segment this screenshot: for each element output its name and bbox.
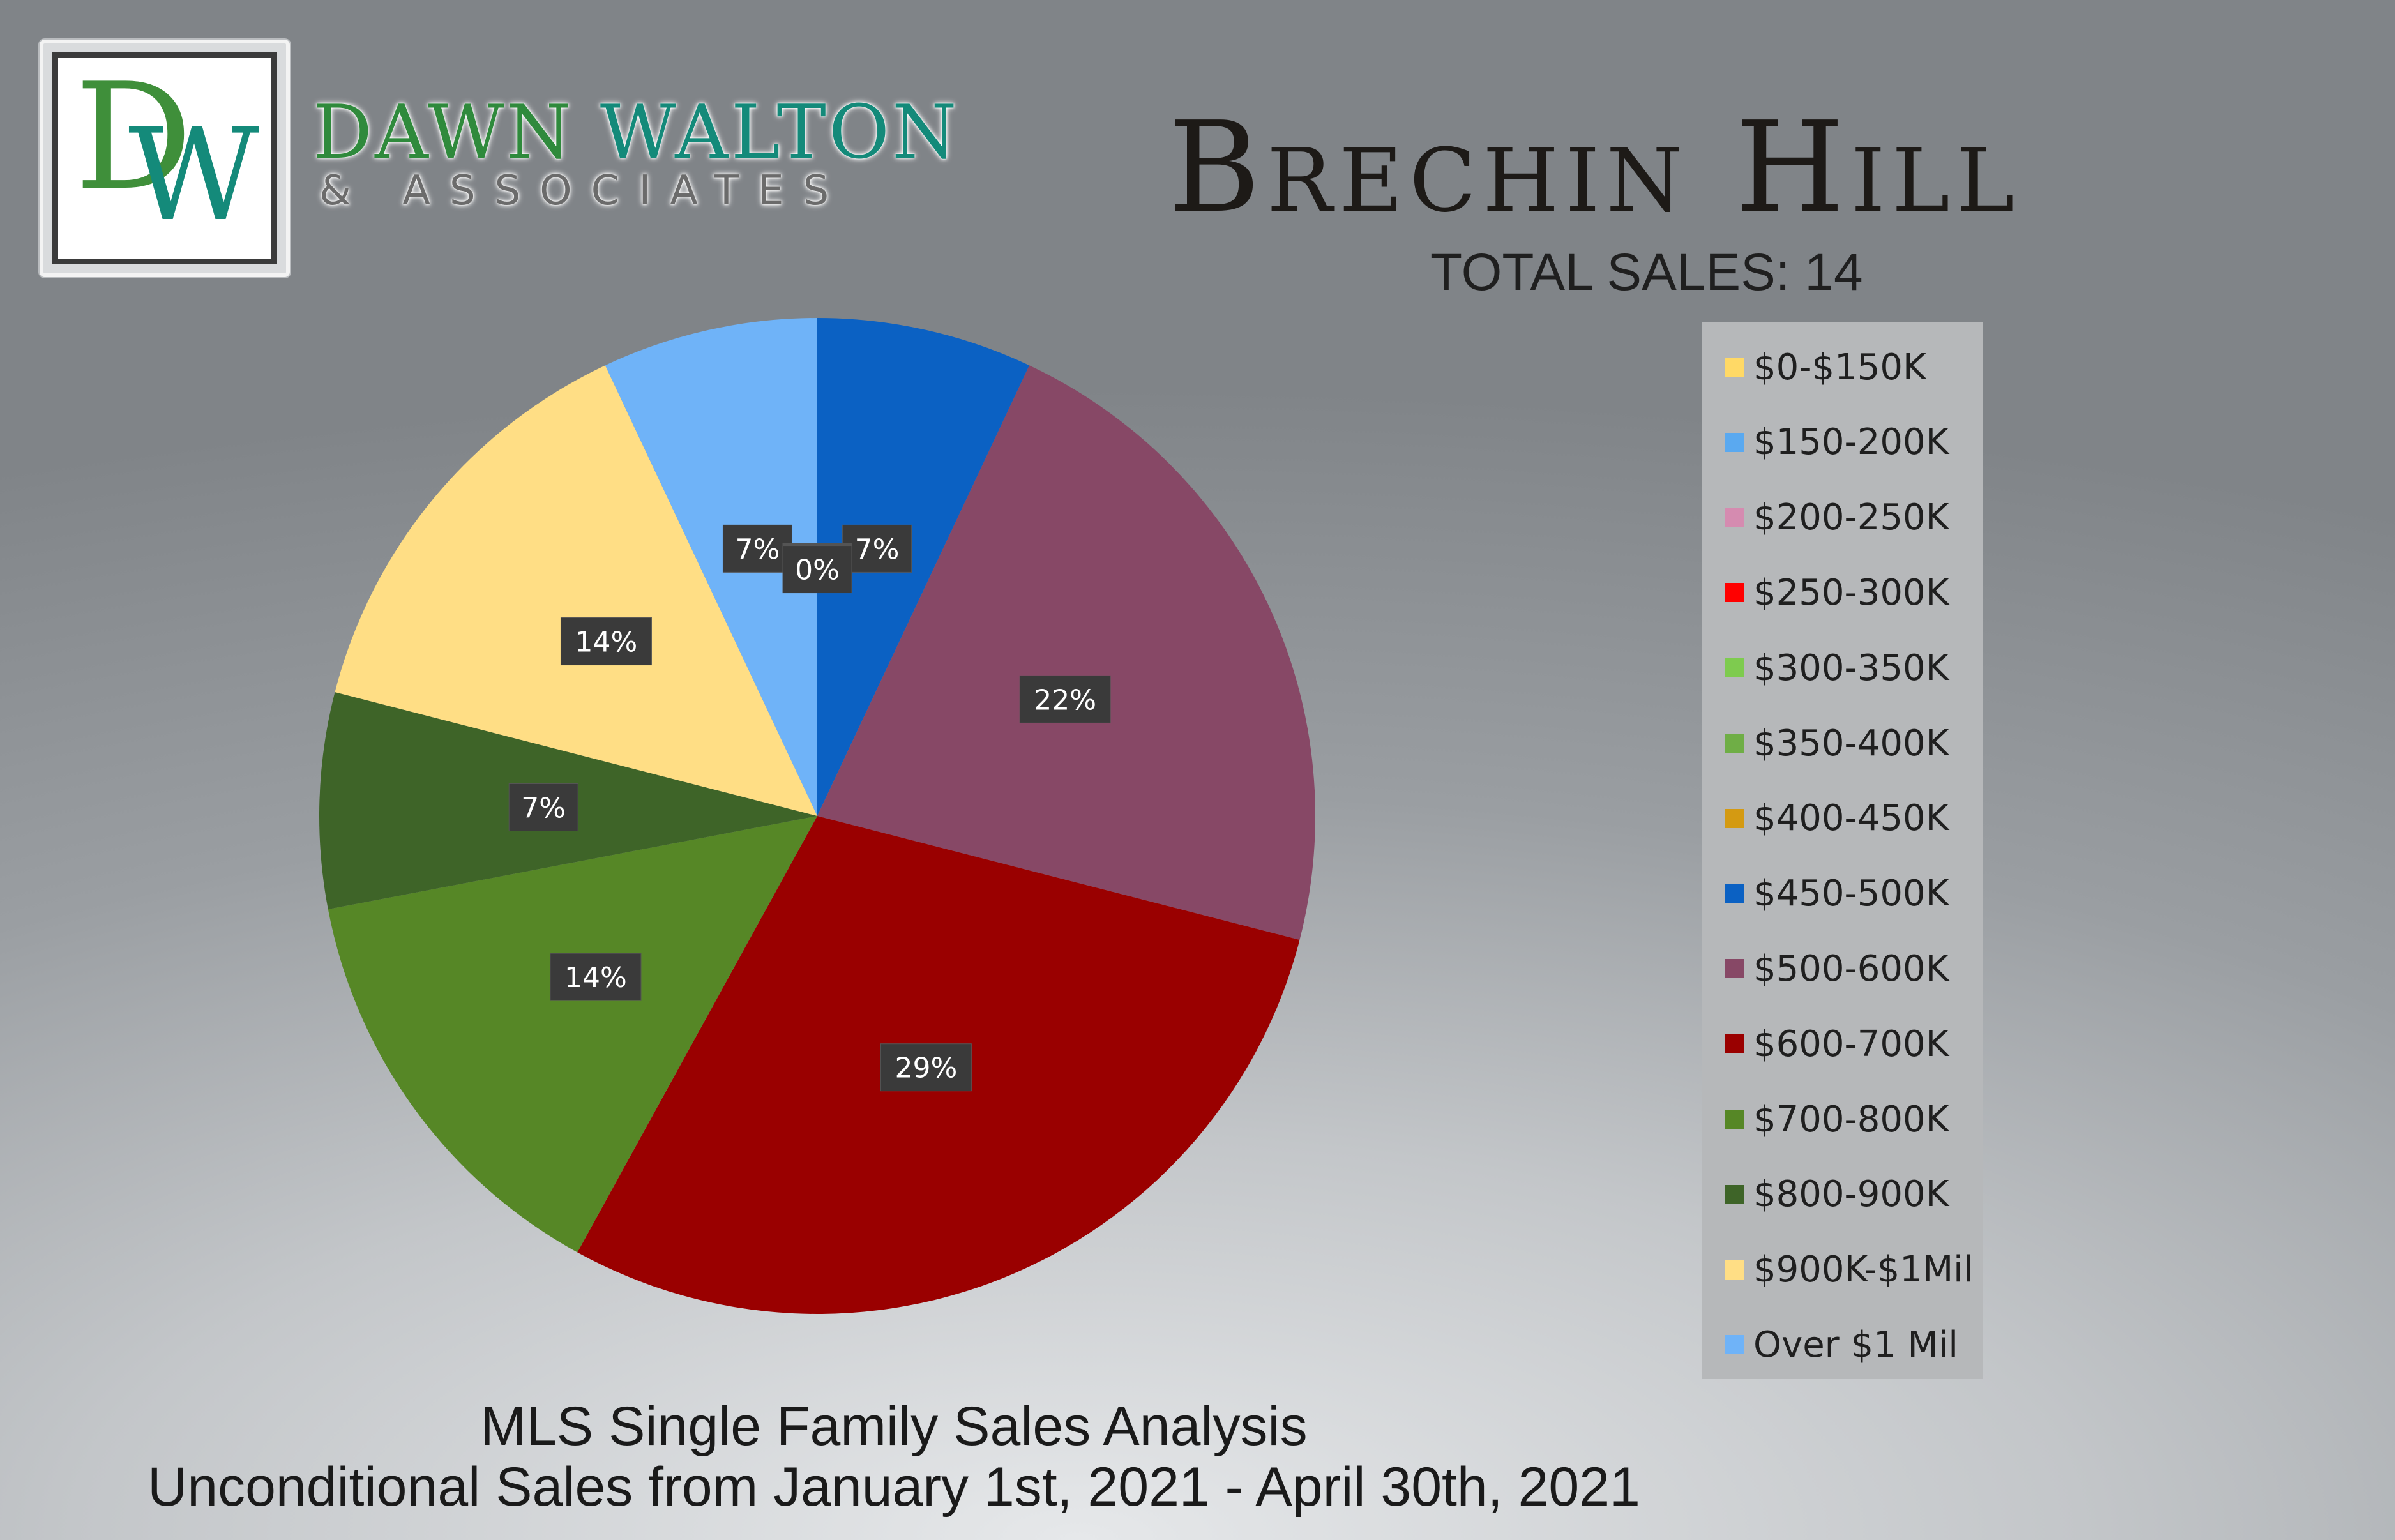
legend-label: $800-900K <box>1753 1174 1949 1216</box>
legend-swatch <box>1725 508 1744 527</box>
total-sales: TOTAL SALES: 14 <box>1430 243 1863 301</box>
legend-item-10: $600-700K <box>1725 1018 1949 1069</box>
pie-slices <box>319 318 1315 1314</box>
legend-swatch <box>1725 358 1744 377</box>
legend-label: $150-200K <box>1753 421 1949 464</box>
legend-swatch <box>1725 1335 1744 1355</box>
legend-label: $300-350K <box>1753 647 1949 689</box>
pie-data-label-box <box>842 524 912 573</box>
pie-data-label-12: 7% <box>508 783 578 832</box>
brand-name: DAWN WALTON <box>313 89 959 176</box>
legend-label: $400-450K <box>1753 797 1949 840</box>
legend-label: $350-400K <box>1753 722 1949 764</box>
legend-swatch <box>1725 432 1744 452</box>
legend-item-14: Over $1 Mil <box>1725 1319 1958 1370</box>
legend-label: $700-800K <box>1753 1098 1949 1140</box>
pie-data-label-14: 7% <box>722 524 792 573</box>
pie-slice-13 <box>335 365 817 816</box>
legend-swatch <box>1725 1034 1744 1054</box>
legend-swatch <box>1725 1110 1744 1129</box>
legend-label: $450-500K <box>1753 873 1949 915</box>
legend-item-9: $500-600K <box>1725 943 1949 994</box>
pie-data-label-box <box>550 953 642 1001</box>
pie-data-label-text: 0% <box>795 554 840 587</box>
pie-slice-14 <box>605 318 817 816</box>
legend-swatch <box>1725 734 1744 753</box>
pie-data-label-text: 7% <box>855 533 900 566</box>
pie-data-label-text: 7% <box>521 792 566 825</box>
pie-data-label-text: 7% <box>736 533 780 566</box>
chart-legend: $0-$150K $150-200K $200-250K $250-300K $300-… <box>1702 322 1983 1379</box>
pie-slice-8 <box>817 318 1030 816</box>
legend-item-8: $450-500K <box>1725 868 1949 919</box>
legend-swatch <box>1725 884 1744 903</box>
logo: D W <box>40 40 290 277</box>
legend-label: Over $1 Mil <box>1753 1324 1958 1366</box>
legend-label: $200-250K <box>1753 497 1949 539</box>
pie-data-label-11: 14% <box>550 953 642 1001</box>
pie-data-label-8: 7% <box>842 524 912 573</box>
pie-data-label-text: 22% <box>1034 684 1096 716</box>
logo-letter-d: D <box>75 52 193 223</box>
legend-swatch <box>1725 808 1744 828</box>
pie-data-label-13: 14% <box>560 617 652 666</box>
legend-swatch <box>1725 583 1744 603</box>
legend-swatch <box>1725 959 1744 979</box>
pie-data-label-text: 14% <box>575 626 638 659</box>
pie-data-labels: 7%22%29%14%7%14%7%0%0%0%0%0%0%0% <box>508 524 1111 1092</box>
legend-item-1: $0-$150K <box>1725 342 1926 393</box>
pie-data-label-text: 14% <box>564 962 627 994</box>
pie-data-label-10: 29% <box>880 1043 972 1092</box>
legend-item-11: $700-800K <box>1725 1094 1949 1145</box>
legend-swatch <box>1725 658 1744 678</box>
legend-swatch <box>1725 1184 1744 1204</box>
pie-slice-9 <box>817 365 1315 940</box>
pie-data-label-text: 29% <box>895 1052 957 1085</box>
logo-frame: D W <box>52 52 277 264</box>
footer-line-1: MLS Single Family Sales Analysis <box>480 1396 1308 1457</box>
legend-item-7: $400-450K <box>1725 793 1949 844</box>
pie-data-label-box <box>1019 675 1111 723</box>
pie-data-label-box <box>880 1043 972 1092</box>
legend-item-12: $800-900K <box>1725 1169 1949 1220</box>
pie-data-label-9: 22% <box>1019 675 1111 723</box>
legend-label: $0-$150K <box>1753 346 1926 388</box>
pie-data-label-7: 0% <box>782 545 852 594</box>
legend-item-6: $350-400K <box>1725 718 1949 769</box>
legend-item-3: $200-250K <box>1725 492 1949 543</box>
pie-data-label-box <box>508 783 578 832</box>
legend-label: $500-600K <box>1753 947 1949 990</box>
brand-name-last: WALTON <box>600 89 960 176</box>
logo-letter-w: W <box>128 101 260 250</box>
legend-item-2: $150-200K <box>1725 417 1949 468</box>
legend-swatch <box>1725 1260 1744 1280</box>
legend-label: $250-300K <box>1753 571 1949 614</box>
legend-item-5: $300-350K <box>1725 642 1949 693</box>
footer-line-2: Unconditional Sales from January 1st, 20… <box>147 1456 1640 1518</box>
legend-item-4: $250-300K <box>1725 567 1949 618</box>
pie-data-label-box <box>722 524 792 573</box>
legend-item-13: $900K-$1Mil <box>1725 1244 1973 1295</box>
legend-label: $900K-$1Mil <box>1753 1249 1974 1291</box>
pie-data-label-box <box>782 545 852 594</box>
brand-name-first: DAWN <box>313 89 574 176</box>
pie-data-label-box <box>560 617 652 666</box>
legend-label: $600-700K <box>1753 1023 1949 1065</box>
brand-subtitle: & ASSOCIATES <box>319 167 849 215</box>
chart-title: Brechin Hill <box>1168 95 2021 241</box>
pie-slice-11 <box>328 816 817 1253</box>
